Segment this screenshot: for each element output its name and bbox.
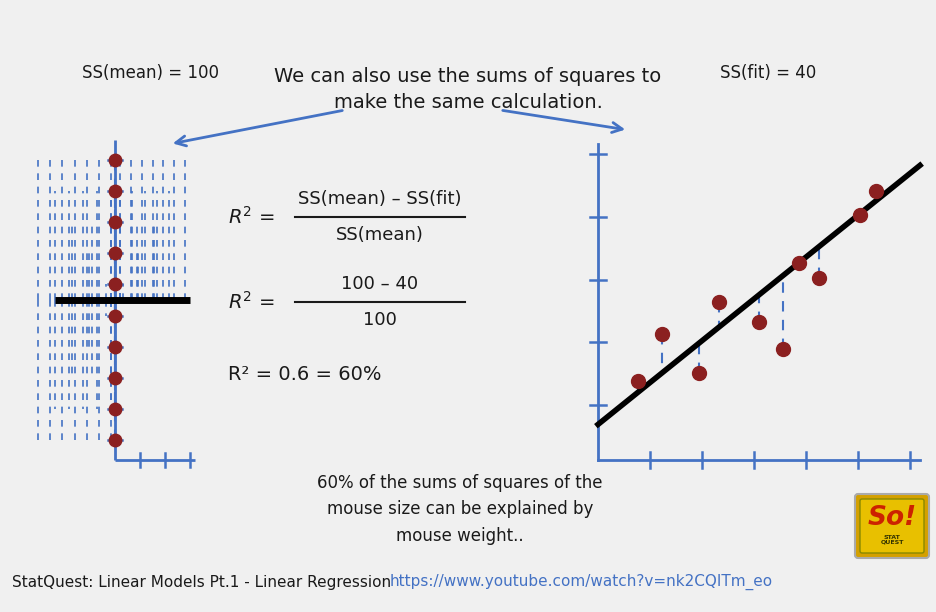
Text: https://www.youtube.com/watch?v=nk2CQITm_eo: https://www.youtube.com/watch?v=nk2CQITm… xyxy=(390,574,773,590)
Text: SS(mean): SS(mean) xyxy=(336,226,424,244)
Text: So!: So! xyxy=(868,505,916,531)
Text: StatQuest: Linear Models Pt.1 - Linear Regression: StatQuest: Linear Models Pt.1 - Linear R… xyxy=(12,575,391,589)
Text: SS(mean) = 100: SS(mean) = 100 xyxy=(82,64,219,82)
Text: 60% of the sums of squares of the
mouse size can be explained by
mouse weight..: 60% of the sums of squares of the mouse … xyxy=(317,474,603,545)
Text: We can also use the sums of squares to
make the same calculation.: We can also use the sums of squares to m… xyxy=(274,67,662,113)
FancyBboxPatch shape xyxy=(855,494,929,558)
Text: 100 – 40: 100 – 40 xyxy=(342,275,418,293)
Text: STAT
QUEST: STAT QUEST xyxy=(881,535,903,545)
Text: 100: 100 xyxy=(363,311,397,329)
Text: $R^2$ =: $R^2$ = xyxy=(228,291,274,313)
Text: R² = 0.6 = 60%: R² = 0.6 = 60% xyxy=(228,365,382,384)
FancyBboxPatch shape xyxy=(860,499,924,553)
Text: $R^2$ =: $R^2$ = xyxy=(228,206,274,228)
Text: SS(mean) – SS(fit): SS(mean) – SS(fit) xyxy=(299,190,461,208)
Text: SS(fit) = 40: SS(fit) = 40 xyxy=(720,64,816,82)
